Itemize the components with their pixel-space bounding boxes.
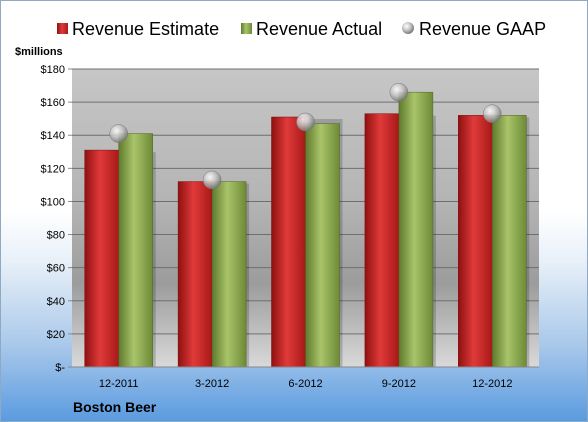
y-tick-label: $80 [47, 230, 65, 242]
legend: Revenue Estimate Revenue Actual Revenue … [57, 19, 546, 39]
x-tick-label: 3-2012 [195, 378, 229, 390]
x-tick-label: 9-2012 [382, 378, 416, 390]
y-tick-label: $140 [41, 130, 65, 142]
marker-revenue-gaap [389, 82, 409, 102]
x-tick-label: 12-2012 [472, 378, 512, 390]
bar-revenue-estimate [364, 113, 400, 368]
bar-revenue-actual [398, 91, 434, 368]
bar-revenue-actual [305, 123, 340, 368]
marker-revenue-gaap [483, 104, 502, 123]
legend-item-actual: Revenue Actual [241, 19, 382, 39]
legend-swatch-estimate [57, 23, 68, 34]
bar-revenue-actual [118, 133, 153, 368]
legend-item-gaap: Revenue GAAP [402, 19, 546, 39]
bar-revenue-estimate [271, 116, 306, 368]
legend-marker-gaap [402, 22, 414, 34]
y-tick-label: $120 [41, 163, 65, 175]
x-tick-label: 12-2011 [99, 378, 139, 390]
gaap-markers [109, 82, 502, 190]
x-tick-label: 6-2012 [288, 378, 322, 390]
y-tick-label: $60 [47, 263, 65, 275]
bar-revenue-estimate [177, 181, 213, 368]
legend-swatch-actual [241, 23, 252, 34]
x-axis-ticks: 12-2011 3-2012 6-2012 9-2012 12-2012 [99, 378, 513, 390]
company-label: Boston Beer [73, 399, 157, 415]
y-axis-ticks: $- $20 $40 $60 $80 $100 $120 $140 $160 $180 [41, 64, 72, 374]
legend-item-estimate: Revenue Estimate [57, 19, 219, 39]
legend-label-gaap: Revenue GAAP [419, 19, 546, 39]
legend-label-estimate: Revenue Estimate [72, 19, 219, 39]
bar-revenue-estimate [458, 115, 493, 368]
bars [84, 91, 530, 368]
y-tick-label: $40 [47, 296, 65, 308]
y-tick-label: $- [55, 362, 65, 374]
y-unit-label: $millions [15, 46, 63, 58]
marker-revenue-gaap [109, 124, 128, 143]
marker-revenue-gaap [296, 112, 315, 132]
plot-area: $- $20 $40 $60 $80 $100 $120 $140 $160 $180 12-20… [41, 64, 539, 390]
legend-label-actual: Revenue Actual [256, 19, 382, 39]
y-tick-label: $160 [41, 97, 65, 109]
bar-revenue-actual [492, 115, 527, 368]
bar-revenue-estimate [84, 149, 119, 368]
y-tick-label: $20 [47, 329, 65, 341]
bar-revenue-actual [211, 181, 247, 368]
marker-revenue-gaap [202, 170, 222, 190]
y-tick-label: $100 [41, 196, 65, 208]
y-tick-label: $180 [41, 64, 65, 76]
